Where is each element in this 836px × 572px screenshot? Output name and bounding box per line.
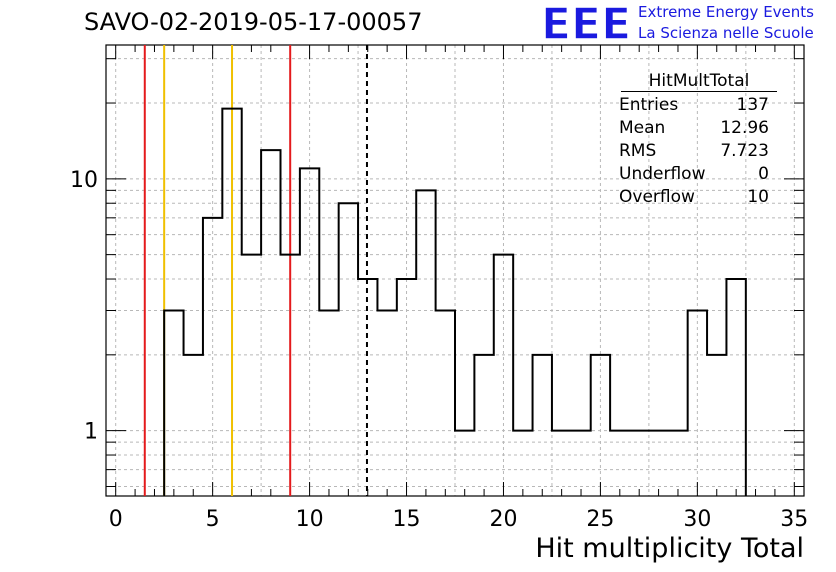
stats-key: RMS bbox=[619, 141, 657, 161]
stats-value: 7.723 bbox=[720, 141, 769, 161]
histogram-bin bbox=[513, 431, 532, 496]
stats-value: 0 bbox=[758, 164, 769, 184]
histogram-bin bbox=[494, 255, 513, 496]
stats-box: HitMultTotal Entries 137 Mean 12.96 RMS … bbox=[611, 71, 777, 209]
histogram-bin bbox=[649, 431, 668, 496]
stats-value: 137 bbox=[736, 95, 769, 115]
stats-value: 12.96 bbox=[720, 118, 769, 138]
histogram-bin bbox=[377, 310, 396, 496]
histogram-bin bbox=[552, 431, 571, 496]
histogram-bin bbox=[339, 203, 358, 496]
histogram-outline bbox=[163, 107, 747, 496]
histogram-bin bbox=[474, 355, 493, 496]
x-tick-label: 15 bbox=[393, 507, 421, 532]
histogram-bin bbox=[261, 150, 280, 496]
histogram-bin bbox=[533, 355, 552, 496]
histogram-bin bbox=[571, 431, 590, 496]
x-axis-label: Hit multiplicity Total bbox=[535, 533, 804, 564]
histogram-bin bbox=[726, 279, 745, 496]
x-tick-label: 10 bbox=[296, 507, 324, 532]
histogram-bin bbox=[319, 310, 338, 496]
histogram-bin bbox=[184, 355, 203, 496]
histogram-bin bbox=[688, 310, 707, 496]
stats-row-overflow: Overflow 10 bbox=[611, 186, 777, 209]
stats-value: 10 bbox=[747, 187, 769, 207]
stats-key: Overflow bbox=[619, 187, 695, 207]
stats-row-mean: Mean 12.96 bbox=[611, 117, 777, 140]
histogram-bin bbox=[164, 310, 183, 496]
histogram-bin bbox=[610, 431, 629, 496]
histogram-bin bbox=[358, 279, 377, 496]
x-tick-label: 30 bbox=[683, 507, 711, 532]
x-tick-label: 0 bbox=[109, 507, 123, 532]
logo-text: Extreme Energy Events La Scienza nelle S… bbox=[638, 2, 814, 44]
y-tick-label: 1 bbox=[84, 420, 98, 445]
x-tick-label: 35 bbox=[780, 507, 808, 532]
histogram-bin bbox=[203, 218, 222, 496]
logo-line-2: La Scienza nelle Scuole bbox=[638, 24, 814, 42]
run-title: SAVO-02-2019-05-17-00057 bbox=[84, 8, 423, 36]
histogram-bin bbox=[416, 190, 435, 496]
logo-line-1: Extreme Energy Events bbox=[638, 3, 814, 21]
stats-title: HitMultTotal bbox=[621, 71, 777, 92]
x-tick-label: 5 bbox=[206, 507, 220, 532]
stats-row-underflow: Underflow 0 bbox=[611, 163, 777, 186]
histogram-bin bbox=[668, 431, 687, 496]
stats-row-entries: Entries 137 bbox=[611, 94, 777, 117]
stats-key: Mean bbox=[619, 118, 666, 138]
histogram-bin bbox=[397, 279, 416, 496]
plot-frame bbox=[105, 44, 805, 497]
logo-letters: EEE bbox=[541, 2, 631, 46]
histogram-bin bbox=[300, 168, 319, 496]
histogram-bin bbox=[436, 310, 455, 496]
histogram-bin bbox=[591, 355, 610, 496]
histogram-bin bbox=[455, 431, 474, 496]
histogram-bin bbox=[222, 109, 241, 496]
y-tick-label: 10 bbox=[70, 168, 98, 193]
histogram-bin bbox=[630, 431, 649, 496]
histogram-bin bbox=[281, 255, 300, 496]
stats-key: Underflow bbox=[619, 164, 706, 184]
stats-row-rms: RMS 7.723 bbox=[611, 140, 777, 163]
x-tick-label: 20 bbox=[489, 507, 517, 532]
x-tick-label: 25 bbox=[586, 507, 614, 532]
eee-logo: EEE bbox=[541, 2, 631, 46]
histogram-bin bbox=[707, 355, 726, 496]
histogram-bin bbox=[242, 255, 261, 496]
stats-key: Entries bbox=[619, 95, 679, 115]
